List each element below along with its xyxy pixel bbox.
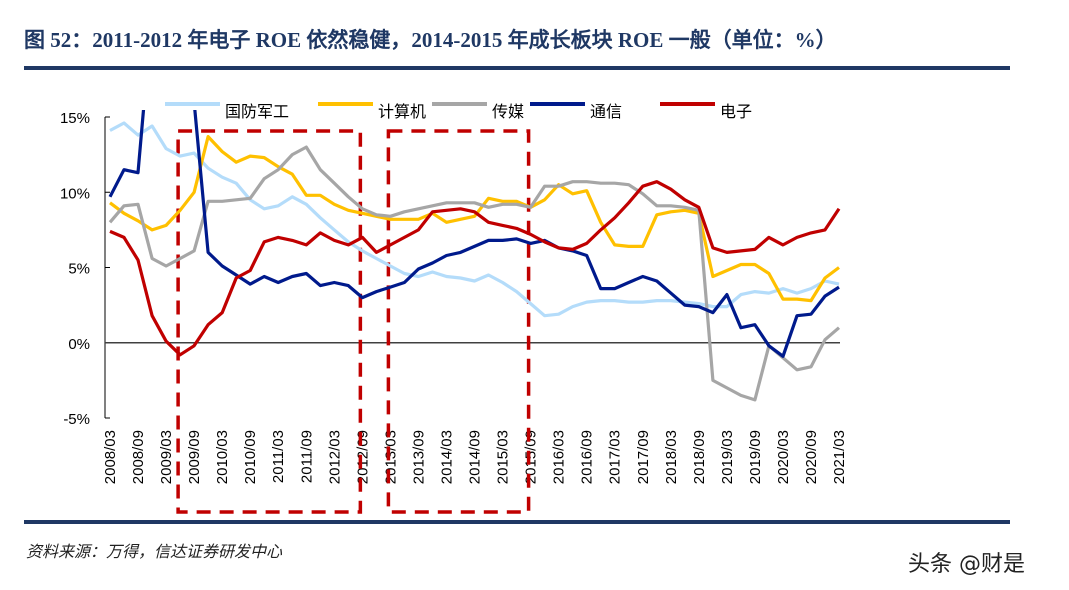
x-tick-label: 2011/03 — [270, 430, 287, 483]
x-tick-label: 2008/03 — [102, 430, 119, 484]
series-line-电子 — [109, 180, 841, 357]
legend-label: 计算机 — [378, 102, 426, 121]
y-tick-label: 10% — [60, 185, 90, 202]
x-tick-label: 2013/09 — [410, 430, 427, 484]
x-tick-label: 2009/03 — [158, 430, 175, 484]
x-tick-label: 2020/03 — [775, 430, 792, 484]
x-tick-label: 2009/09 — [186, 430, 203, 484]
x-tick-label: 2012/09 — [354, 430, 371, 484]
x-tick-label: 2008/09 — [130, 430, 147, 484]
x-tick-label: 2015/03 — [495, 430, 512, 484]
legend-label: 传媒 — [492, 102, 524, 121]
watermark: 头条 @财是 — [908, 552, 1025, 577]
x-tick-label: 2018/09 — [691, 430, 708, 484]
x-tick-label: 2012/03 — [326, 430, 343, 484]
x-tick-label: 2017/09 — [635, 430, 652, 484]
top-rule — [24, 66, 1010, 70]
series-line-传媒 — [108, 145, 841, 402]
legend-label: 通信 — [590, 102, 622, 121]
x-tick-label: 2019/09 — [747, 430, 764, 484]
x-tick-label: 2016/09 — [579, 430, 596, 484]
series-line-通信 — [108, 110, 840, 358]
x-tick-label: 2021/03 — [831, 430, 848, 484]
x-tick-label: 2011/09 — [298, 430, 315, 483]
x-tick-label: 2018/03 — [663, 430, 680, 484]
x-tick-label: 2020/09 — [803, 430, 820, 484]
legend-label: 国防军工 — [225, 102, 289, 121]
bottom-rule — [24, 520, 1010, 524]
y-tick-label: -5% — [63, 411, 90, 428]
dashed-highlight-box — [176, 129, 363, 514]
y-tick-label: 15% — [60, 110, 90, 127]
dashed-highlight-box — [386, 129, 531, 514]
source-note: 资料来源：万得，信达证券研发中心 — [26, 544, 283, 561]
x-tick-label: 2014/09 — [467, 430, 484, 484]
x-tick-label: 2019/03 — [719, 430, 736, 484]
series-line-国防军工 — [109, 121, 840, 318]
x-tick-label: 2017/03 — [607, 430, 624, 484]
y-tick-label: 5% — [68, 261, 90, 278]
x-tick-label: 2014/03 — [438, 430, 455, 484]
x-tick-label: 2010/03 — [214, 430, 231, 484]
x-tick-label: 2010/09 — [242, 430, 259, 484]
y-tick-label: 0% — [68, 336, 90, 353]
x-tick-label: 2013/03 — [382, 430, 399, 484]
series-line-计算机 — [109, 135, 840, 303]
legend-label: 电子 — [720, 102, 752, 121]
x-tick-label: 2015/09 — [523, 430, 540, 484]
x-tick-label: 2016/03 — [551, 430, 568, 484]
chart-title: 图 52：2011-2012 年电子 ROE 依然稳健，2014-2015 年成… — [24, 28, 837, 52]
